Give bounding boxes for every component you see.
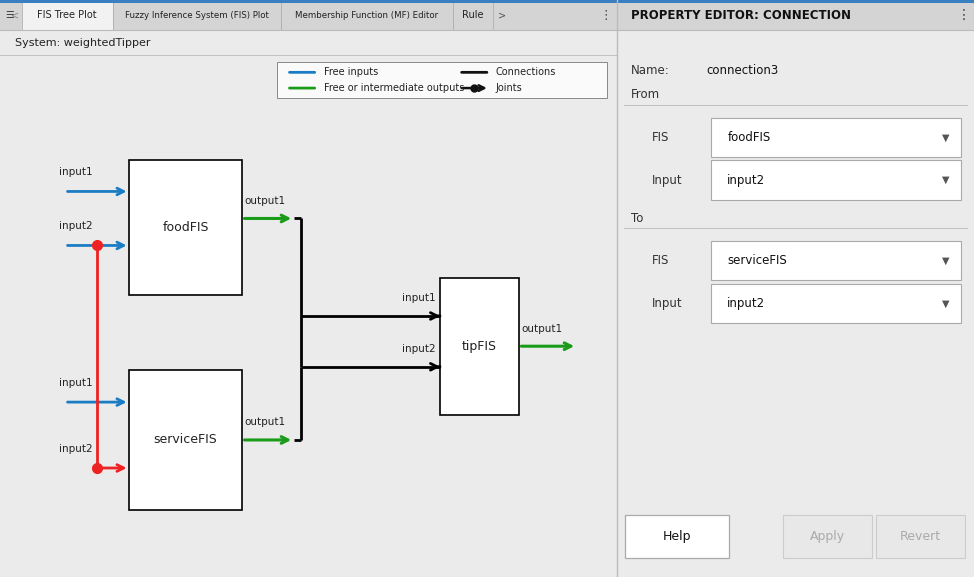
Bar [281, 0, 453, 30]
Bar [0, 0, 617, 3]
Text: input1: input1 [58, 378, 93, 388]
Text: connection3: connection3 [706, 64, 778, 77]
Text: >: > [498, 10, 506, 20]
FancyBboxPatch shape [711, 160, 961, 200]
Text: ▼: ▼ [942, 132, 949, 143]
Text: FIS: FIS [653, 131, 670, 144]
Bar [617, 0, 974, 30]
Text: ⋮: ⋮ [956, 8, 970, 22]
Bar [278, 62, 608, 98]
Text: ▼: ▼ [942, 175, 949, 185]
Text: output1: output1 [244, 196, 286, 206]
FancyBboxPatch shape [711, 284, 961, 323]
Text: tipFIS: tipFIS [462, 340, 497, 353]
Text: To: To [631, 212, 643, 224]
Text: Input: Input [653, 297, 683, 310]
Bar [130, 160, 242, 295]
Bar [440, 278, 518, 415]
Text: input2: input2 [401, 344, 435, 354]
Text: input2: input2 [728, 174, 766, 186]
Text: PROPERTY EDITOR: CONNECTION: PROPERTY EDITOR: CONNECTION [631, 9, 851, 21]
FancyBboxPatch shape [625, 515, 730, 558]
Text: Free or intermediate outputs: Free or intermediate outputs [323, 83, 464, 93]
Text: Free inputs: Free inputs [323, 68, 378, 77]
Text: Rule: Rule [462, 10, 483, 20]
Text: Name:: Name: [631, 64, 669, 77]
Text: input1: input1 [58, 167, 93, 177]
Text: Input: Input [653, 174, 683, 186]
FancyBboxPatch shape [711, 118, 961, 157]
Text: foodFIS: foodFIS [163, 222, 208, 234]
Text: serviceFIS: serviceFIS [728, 254, 787, 267]
Bar [21, 0, 113, 30]
Bar [113, 0, 281, 30]
Bar [130, 370, 242, 510]
Text: output1: output1 [522, 324, 563, 334]
Text: Fuzzy Inference System (FIS) Plot: Fuzzy Inference System (FIS) Plot [125, 10, 269, 20]
Text: ☰: ☰ [5, 10, 14, 20]
Text: Help: Help [663, 530, 692, 543]
Text: ▼: ▼ [942, 298, 949, 309]
Bar [453, 0, 493, 30]
Text: ⋮: ⋮ [600, 9, 613, 21]
FancyBboxPatch shape [876, 515, 965, 558]
Text: input2: input2 [58, 221, 93, 231]
Bar [0, 0, 617, 30]
Text: Membership Function (MF) Editor: Membership Function (MF) Editor [295, 10, 438, 20]
Text: FIS Tree Plot: FIS Tree Plot [37, 10, 97, 20]
FancyBboxPatch shape [783, 515, 872, 558]
Text: Apply: Apply [809, 530, 845, 543]
Text: input2: input2 [58, 444, 93, 454]
FancyBboxPatch shape [711, 241, 961, 280]
Text: System: weightedTipper: System: weightedTipper [16, 38, 151, 48]
Text: serviceFIS: serviceFIS [154, 433, 217, 447]
Text: From: From [631, 88, 660, 101]
Text: foodFIS: foodFIS [728, 131, 770, 144]
Text: output1: output1 [244, 417, 286, 427]
Text: input1: input1 [401, 293, 435, 304]
Text: FIS: FIS [653, 254, 670, 267]
Text: Joints: Joints [496, 83, 523, 93]
Text: input2: input2 [728, 297, 766, 310]
Text: <: < [12, 10, 19, 20]
Text: ▼: ▼ [942, 256, 949, 266]
Bar [617, 0, 974, 3]
Text: Connections: Connections [496, 68, 556, 77]
Text: Revert: Revert [900, 530, 941, 543]
